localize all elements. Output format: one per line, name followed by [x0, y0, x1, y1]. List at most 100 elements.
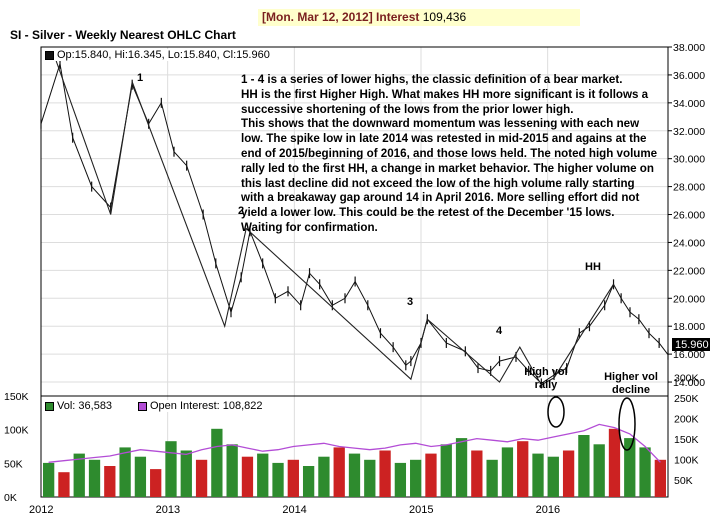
price-tick-label-2: 18.000 — [673, 321, 705, 333]
price-tick-label-7: 28.000 — [673, 182, 705, 194]
oi-swatch — [138, 401, 147, 411]
interest-banner: [Mon. Mar 12, 2012] Interest 109,436 — [258, 9, 580, 26]
x-tick-label-1: 2013 — [156, 504, 180, 516]
volume-bar-10 — [195, 459, 208, 497]
volume-bar-1 — [58, 472, 70, 497]
volume-bar-39 — [639, 447, 651, 497]
chart-title: SI - Silver - Weekly Nearest OHLC Chart — [10, 28, 236, 42]
volume-tick-left-0: 0K — [4, 492, 17, 504]
volume-bar-18 — [318, 456, 330, 497]
volume-bar-35 — [578, 435, 590, 497]
volume-swatch — [45, 401, 54, 411]
ohlc-swatch — [45, 50, 54, 60]
x-tick-label-4: 2016 — [536, 504, 560, 516]
price-tick-label-8: 30.000 — [673, 154, 705, 166]
label-4: 4 — [496, 325, 503, 337]
volume-bar-30 — [501, 447, 514, 497]
x-tick-label-2: 2014 — [282, 504, 306, 516]
volume-axis-ticks: 0K 50K 100K 150K 50K 100K 150K 200K 250K 300K — [4, 373, 699, 505]
volume-tick-right-2: 150K — [674, 434, 699, 446]
volume-bar-24 — [410, 459, 422, 497]
oi-legend: Open Interest: 108,822 — [138, 400, 263, 412]
volume-tick-right-5: 300K — [674, 373, 699, 385]
price-tick-label-6: 26.000 — [673, 210, 705, 222]
last-price-box — [672, 338, 710, 351]
open-interest-line — [48, 423, 661, 463]
volume-legend-text: Vol: 36,583 — [57, 400, 113, 412]
volume-bar-23 — [394, 462, 407, 497]
volume-bar-7 — [150, 469, 162, 497]
volume-bar-33 — [547, 456, 559, 497]
volume-bar-9 — [180, 450, 192, 497]
volume-bar-15 — [272, 462, 284, 497]
volume-bar-20 — [348, 453, 361, 497]
last-price-label: 15.960 — [675, 339, 709, 351]
banner-interest-value: 109,436 — [422, 10, 467, 24]
price-line — [40, 63, 669, 385]
price-tick-label-3: 20.000 — [673, 293, 705, 305]
volume-bar-28 — [471, 450, 483, 497]
price-tick-label-0: 14.000 — [673, 377, 705, 389]
label-hh: HH — [585, 261, 601, 273]
volume-tick-left-3: 150K — [4, 391, 29, 403]
volume-tick-right-4: 250K — [674, 393, 699, 405]
volume-bar-17 — [302, 466, 315, 497]
label-1: 1 — [137, 72, 144, 84]
volume-bar-2 — [73, 453, 85, 497]
banner-interest-label: Interest — [376, 10, 420, 24]
volume-bar-31 — [517, 441, 529, 497]
label-higher-vol-decline: Higher vol decline — [604, 371, 658, 396]
x-tick-label-0: 2012 — [29, 504, 53, 516]
volume-bar-36 — [593, 444, 605, 497]
price-tick-label-9: 32.000 — [673, 126, 705, 138]
volume-bar-12 — [226, 444, 238, 497]
volume-tick-left-1: 50K — [4, 458, 23, 470]
volume-bar-0 — [43, 462, 55, 497]
volume-tick-left-2: 100K — [4, 425, 29, 437]
price-axis-ticks: 14.000 16.000 18.000 20.000 22.000 24.000 26.0… — [668, 42, 705, 389]
volume-tick-right-3: 200K — [674, 414, 699, 426]
volume-bar-4 — [104, 466, 116, 497]
volume-bar-40 — [654, 459, 666, 497]
volume-bar-29 — [486, 459, 498, 497]
price-tick-label-11: 36.000 — [673, 70, 705, 82]
banner-date: [Mon. Mar 12, 2012] — [262, 10, 373, 24]
volume-legend: Vol: 36,583 — [45, 400, 113, 412]
volume-tick-right-0: 50K — [674, 475, 693, 487]
label-high-vol-rally: High vol rally — [524, 366, 568, 391]
volume-bar-27 — [455, 438, 468, 497]
volume-bar-38 — [624, 438, 636, 497]
volume-bar-5 — [119, 447, 131, 497]
volume-bar-13 — [241, 456, 254, 497]
price-tick-label-12: 38.000 — [673, 42, 705, 54]
high-vol-ellipse — [547, 396, 565, 428]
volume-bar-6 — [134, 456, 147, 497]
x-tick-label-3: 2015 — [409, 504, 433, 516]
volume-bar-19 — [333, 447, 345, 497]
price-tick-label-1: 16.000 — [673, 349, 705, 361]
volume-bar-25 — [425, 453, 437, 497]
price-tick-label-5: 24.000 — [673, 237, 705, 249]
volume-bar-26 — [440, 444, 452, 497]
volume-bar-34 — [562, 450, 575, 497]
ohlc-legend-text: Op:15.840, Hi:16.345, Lo:15.840, Cl:15.9… — [57, 49, 270, 61]
volume-bar-37 — [608, 428, 621, 497]
trend-line — [55, 60, 614, 386]
volume-bar-21 — [364, 459, 376, 497]
volume-bar-11 — [211, 428, 223, 497]
commentary-text: 1 - 4 is a series of lower highs, the cl… — [241, 73, 658, 234]
volume-bar-14 — [257, 453, 269, 497]
volume-bar-32 — [532, 453, 544, 497]
volume-bars — [43, 428, 666, 497]
volume-bar-3 — [88, 459, 101, 497]
x-axis-ticks: 2012 2013 2014 2015 2016 — [29, 504, 560, 516]
grid-lines — [40, 46, 668, 497]
volume-bar-16 — [287, 459, 299, 497]
ohlc-legend: Op:15.840, Hi:16.345, Lo:15.840, Cl:15.9… — [45, 49, 270, 61]
volume-bar-22 — [379, 450, 391, 497]
label-3: 3 — [407, 296, 414, 308]
higher-vol-ellipse — [618, 397, 636, 451]
price-tick-label-4: 22.000 — [673, 265, 705, 277]
volume-tick-right-1: 100K — [674, 455, 699, 467]
volume-bar-8 — [165, 441, 177, 497]
